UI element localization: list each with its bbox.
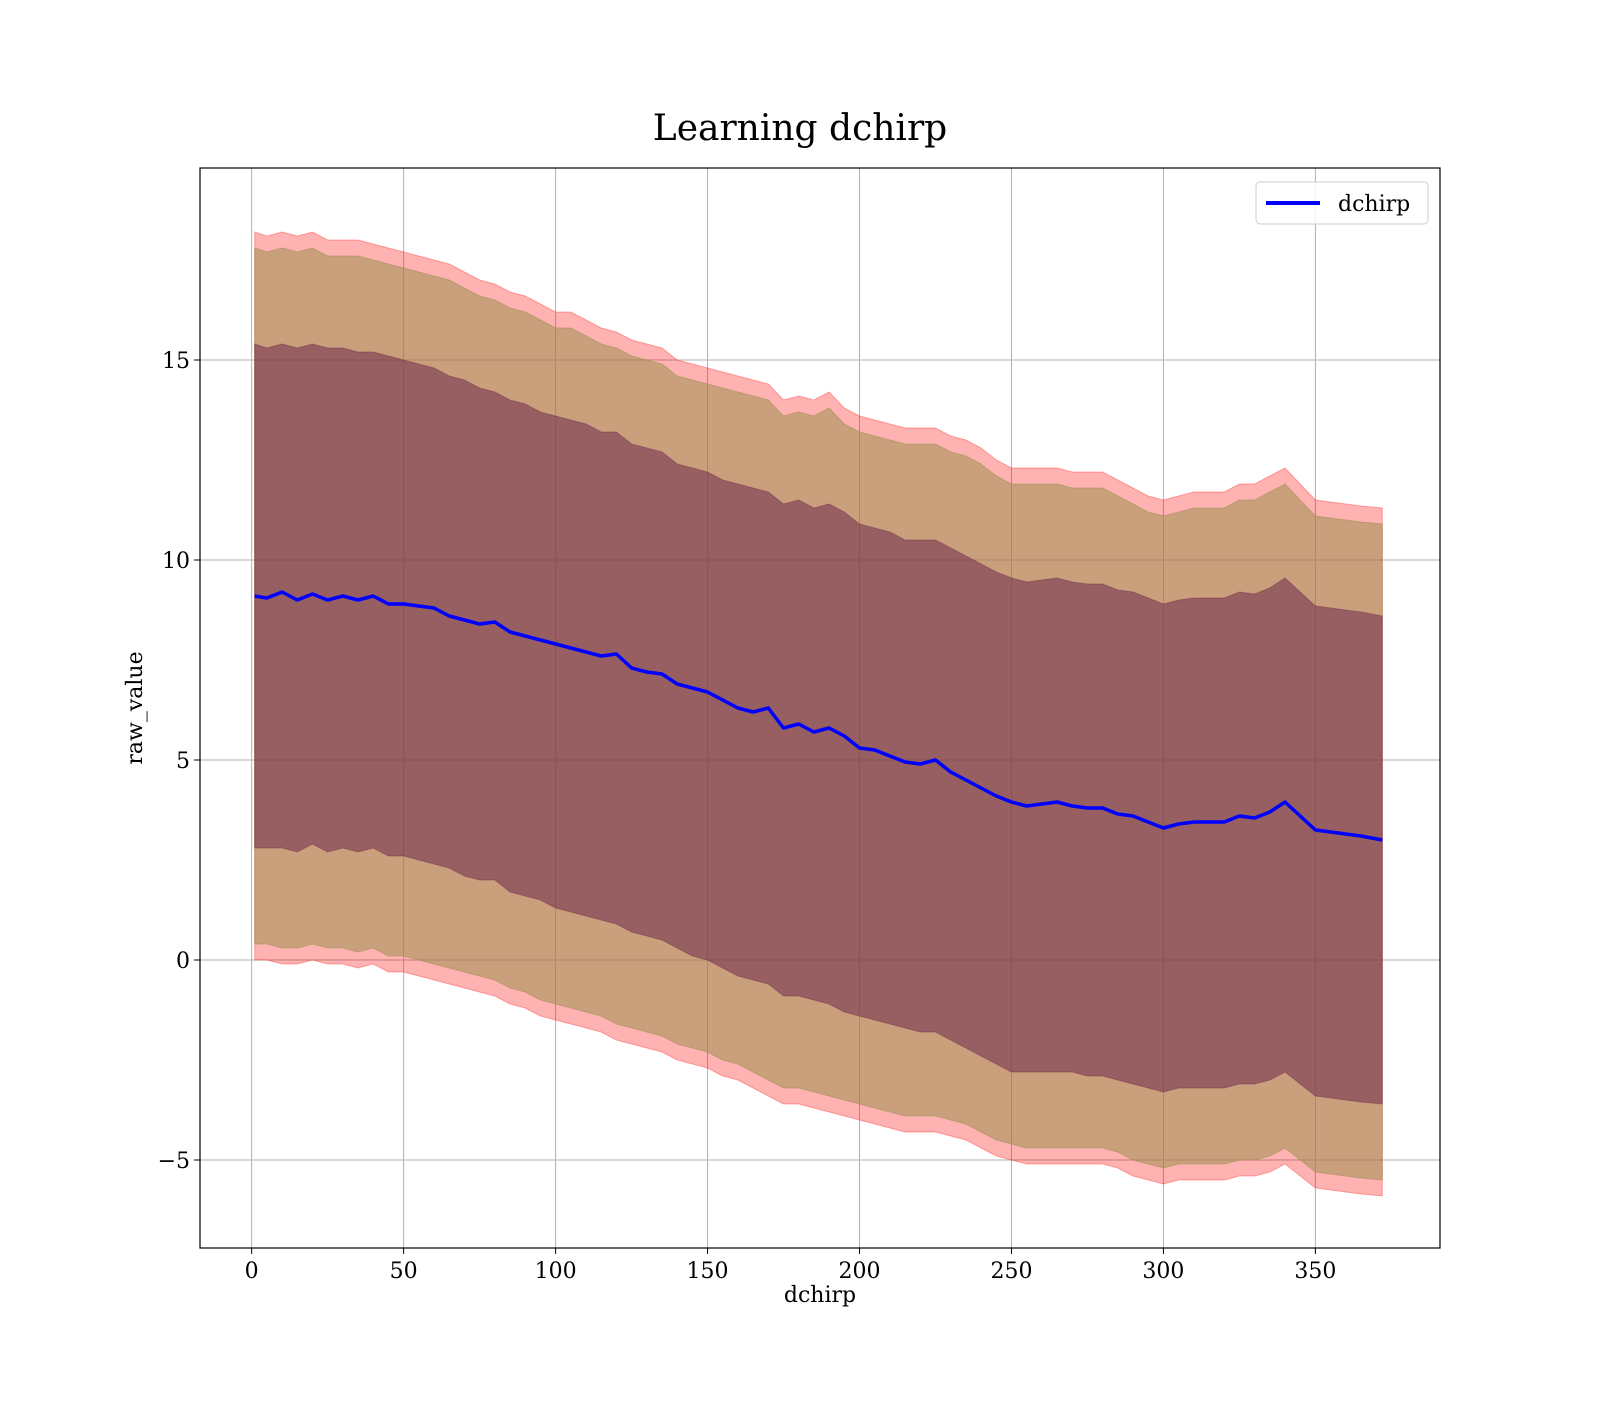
x-tick-label: 250	[990, 1259, 1032, 1284]
x-tick-label: 50	[390, 1259, 418, 1284]
x-tick-label: 150	[687, 1259, 729, 1284]
x-tick-label: 300	[1142, 1259, 1184, 1284]
y-axis-label: raw_value	[123, 651, 148, 764]
x-tick-label: 100	[535, 1259, 577, 1284]
inner-confidence-band	[254, 343, 1383, 1105]
confidence-bands	[254, 231, 1383, 1197]
series-line-layer	[254, 590, 1383, 842]
x-axis-ticks: 0 50 100 150 200 250 300 350	[245, 1248, 1336, 1284]
chart-title: Learning dchirp	[653, 108, 947, 149]
plot-area-frame	[199, 167, 1441, 1249]
x-tick-label: 350	[1294, 1259, 1336, 1284]
x-axis-label: dchirp	[784, 1283, 856, 1308]
x-tick-label: 200	[839, 1259, 881, 1284]
y-axis-ticks: −5 0 5 10 15	[158, 349, 200, 1174]
y-tick-label: 10	[162, 549, 190, 574]
legend-label: dchirp	[1338, 192, 1410, 217]
y-tick-label: −5	[158, 1149, 190, 1174]
x-tick-label: 0	[245, 1259, 259, 1284]
y-tick-label: 0	[176, 949, 190, 974]
legend-box	[1255, 181, 1429, 225]
y-tick-label: 5	[176, 749, 190, 774]
y-tick-label: 15	[162, 349, 190, 374]
legend: dchirp	[1255, 181, 1429, 225]
series-line-dchirp	[254, 590, 1383, 842]
